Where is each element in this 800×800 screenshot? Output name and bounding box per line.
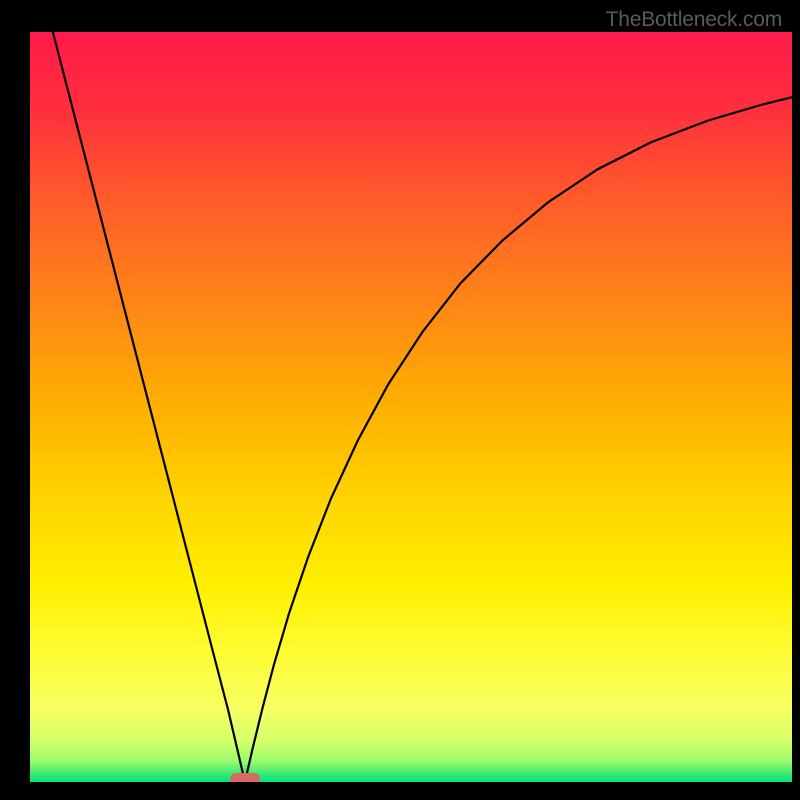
bottleneck-curve <box>30 32 792 782</box>
optimal-point-marker <box>230 773 260 782</box>
chart-plot-area <box>30 32 792 782</box>
watermark-text: TheBottleneck.com <box>606 8 782 32</box>
curve-path <box>53 32 792 782</box>
